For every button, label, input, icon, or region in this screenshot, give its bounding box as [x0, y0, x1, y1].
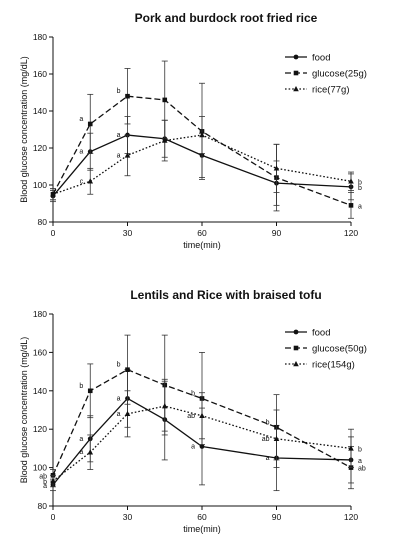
legend-label: food: [312, 328, 331, 339]
data-point: [348, 445, 354, 451]
significance-letter: a: [117, 395, 121, 402]
x-tick-label: 0: [51, 228, 56, 238]
chart-panel-2: Lentils and Rice with braised tofu 80 100 1…: [19, 288, 367, 534]
data-point: [348, 203, 354, 208]
data-point: [124, 410, 131, 417]
significance-letter: a: [358, 458, 362, 465]
legend-marker: [293, 86, 299, 92]
significance-letter: ab: [262, 436, 270, 443]
significance-letter: a: [79, 116, 83, 123]
significance-letter: a: [43, 483, 47, 490]
x-axis-label: time(min): [183, 524, 221, 534]
significance-letter: a: [79, 149, 83, 156]
y-tick-label: 100: [33, 180, 47, 190]
chart-title: Lentils and Rice with braised tofu: [130, 288, 321, 302]
y-tick-label: 160: [33, 69, 47, 79]
data-point: [50, 191, 56, 197]
significance-letter: a: [117, 152, 121, 159]
legend-marker: [293, 345, 299, 351]
data-point: [199, 444, 205, 449]
data-point: [50, 478, 56, 484]
significance-letter: a: [266, 455, 270, 462]
y-axis-label: Blood glucose concentration (mg/dL): [19, 337, 29, 484]
data-point: [348, 178, 354, 184]
series-3: c a b rice(77g): [50, 85, 362, 201]
significance-letter: b: [117, 88, 121, 95]
significance-letter: a: [191, 443, 195, 450]
x-tick-label: 0: [51, 512, 56, 522]
legend-label: rice(154g): [312, 360, 355, 371]
x-axis-label: time(min): [183, 240, 221, 250]
significance-letter: b: [358, 446, 362, 453]
data-point: [87, 388, 93, 394]
data-point: [199, 132, 205, 138]
significance-letter: a: [117, 411, 121, 418]
x-tick-label: 120: [344, 512, 358, 522]
data-point: [87, 449, 94, 455]
significance-letter: ab: [39, 473, 47, 480]
significance-letter: a: [358, 203, 362, 210]
chart-title: Pork and burdock root fried rice: [135, 11, 318, 25]
chart-panel-1: Pork and burdock root fried rice 80 100 120…: [19, 11, 367, 250]
data-point: [87, 178, 94, 184]
x-tick-label: 60: [197, 228, 207, 238]
legend-marker: [293, 54, 299, 60]
significance-letter: c: [80, 178, 84, 185]
x-tick-label: 90: [272, 512, 282, 522]
data-point: [125, 367, 130, 372]
y-tick-label: 80: [38, 217, 48, 227]
significance-letter: b: [43, 479, 47, 486]
data-point: [273, 435, 280, 441]
data-point: [199, 412, 205, 418]
data-point: [273, 165, 280, 171]
legend-label: glucose(25g): [312, 69, 367, 80]
data-point: [125, 93, 130, 99]
y-tick-label: 180: [33, 309, 47, 319]
significance-letter: ab: [358, 466, 366, 473]
data-point: [162, 97, 168, 103]
x-tick-label: 120: [344, 228, 358, 238]
x-tick-label: 30: [123, 228, 133, 238]
significance-letter: b: [358, 185, 362, 192]
significance-letter: a: [79, 449, 83, 456]
significance-letter: b: [358, 179, 362, 186]
x-tick-label: 30: [123, 512, 133, 522]
legend-label: rice(77g): [312, 85, 350, 96]
y-tick-label: 120: [33, 424, 47, 434]
y-tick-label: 100: [33, 463, 47, 473]
legend-marker: [293, 70, 299, 76]
significance-letter: ab: [187, 413, 195, 420]
significance-letter: b: [79, 383, 83, 390]
data-point: [87, 121, 93, 127]
significance-letter: a: [117, 132, 121, 139]
y-tick-label: 160: [33, 347, 47, 357]
y-tick-label: 120: [33, 143, 47, 153]
legend-label: food: [312, 53, 331, 64]
significance-letter: b: [191, 390, 195, 397]
legend-marker: [293, 329, 299, 335]
significance-letter: b: [266, 419, 270, 426]
y-axis-label: Blood glucose concentration (mg/dL): [19, 56, 29, 203]
significance-letter: a: [79, 436, 83, 443]
y-tick-label: 140: [33, 386, 47, 396]
legend-marker: [293, 361, 299, 367]
x-tick-label: 90: [272, 228, 282, 238]
data-point: [161, 137, 168, 143]
data-point: [161, 403, 168, 409]
legend-label: glucose(50g): [312, 344, 367, 355]
y-tick-label: 140: [33, 106, 47, 116]
y-tick-label: 180: [33, 32, 47, 42]
significance-letter: b: [117, 362, 121, 369]
data-point: [124, 152, 131, 158]
x-tick-label: 60: [197, 512, 207, 522]
y-tick-label: 80: [38, 501, 48, 511]
